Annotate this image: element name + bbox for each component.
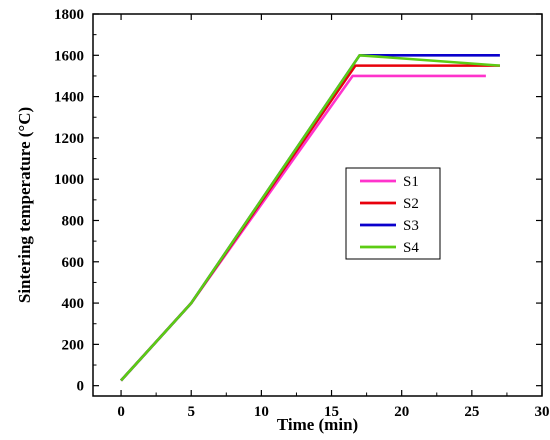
x-tick-label: 0 — [117, 404, 125, 420]
x-tick-label: 5 — [187, 404, 195, 420]
y-tick-label: 0 — [77, 379, 85, 395]
y-tick-label: 1600 — [54, 48, 84, 64]
series-line-s2 — [120, 64, 500, 382]
y-tick-label: 800 — [62, 213, 85, 229]
y-tick-label: 400 — [62, 296, 85, 312]
axis-ticks: 0 5 10 15 20 25 30 0 200 400 600 800 1000 1200 1400 160… — [54, 7, 550, 420]
y-tick-label: 600 — [62, 255, 85, 271]
y-tick-label: 1000 — [54, 172, 84, 188]
legend-label-s1: S1 — [403, 174, 419, 190]
series-lines — [120, 54, 501, 382]
series-line-s3 — [120, 54, 500, 382]
y-tick-label: 1200 — [54, 131, 84, 147]
x-tick-label: 10 — [254, 404, 269, 420]
y-tick-label: 1400 — [54, 90, 84, 106]
x-axis-title: Time (min) — [277, 415, 358, 434]
x-tick-label: 30 — [535, 404, 550, 420]
x-tick-label: 25 — [464, 404, 479, 420]
legend-box — [345, 167, 441, 260]
plot-area — [92, 13, 543, 397]
legend: S1 S2 S3 S4 — [345, 167, 441, 260]
legend-label-s4: S4 — [403, 240, 419, 256]
series-line-s4 — [120, 54, 501, 382]
legend-label-s2: S2 — [403, 196, 419, 212]
legend-label-s3: S3 — [403, 218, 419, 234]
y-tick-label: 200 — [62, 337, 85, 353]
y-tick-label: 1800 — [54, 7, 84, 23]
y-axis-title: Sintering temperature (°C) — [15, 107, 34, 303]
x-tick-label: 20 — [394, 404, 409, 420]
x-tick-label: 15 — [324, 404, 339, 420]
